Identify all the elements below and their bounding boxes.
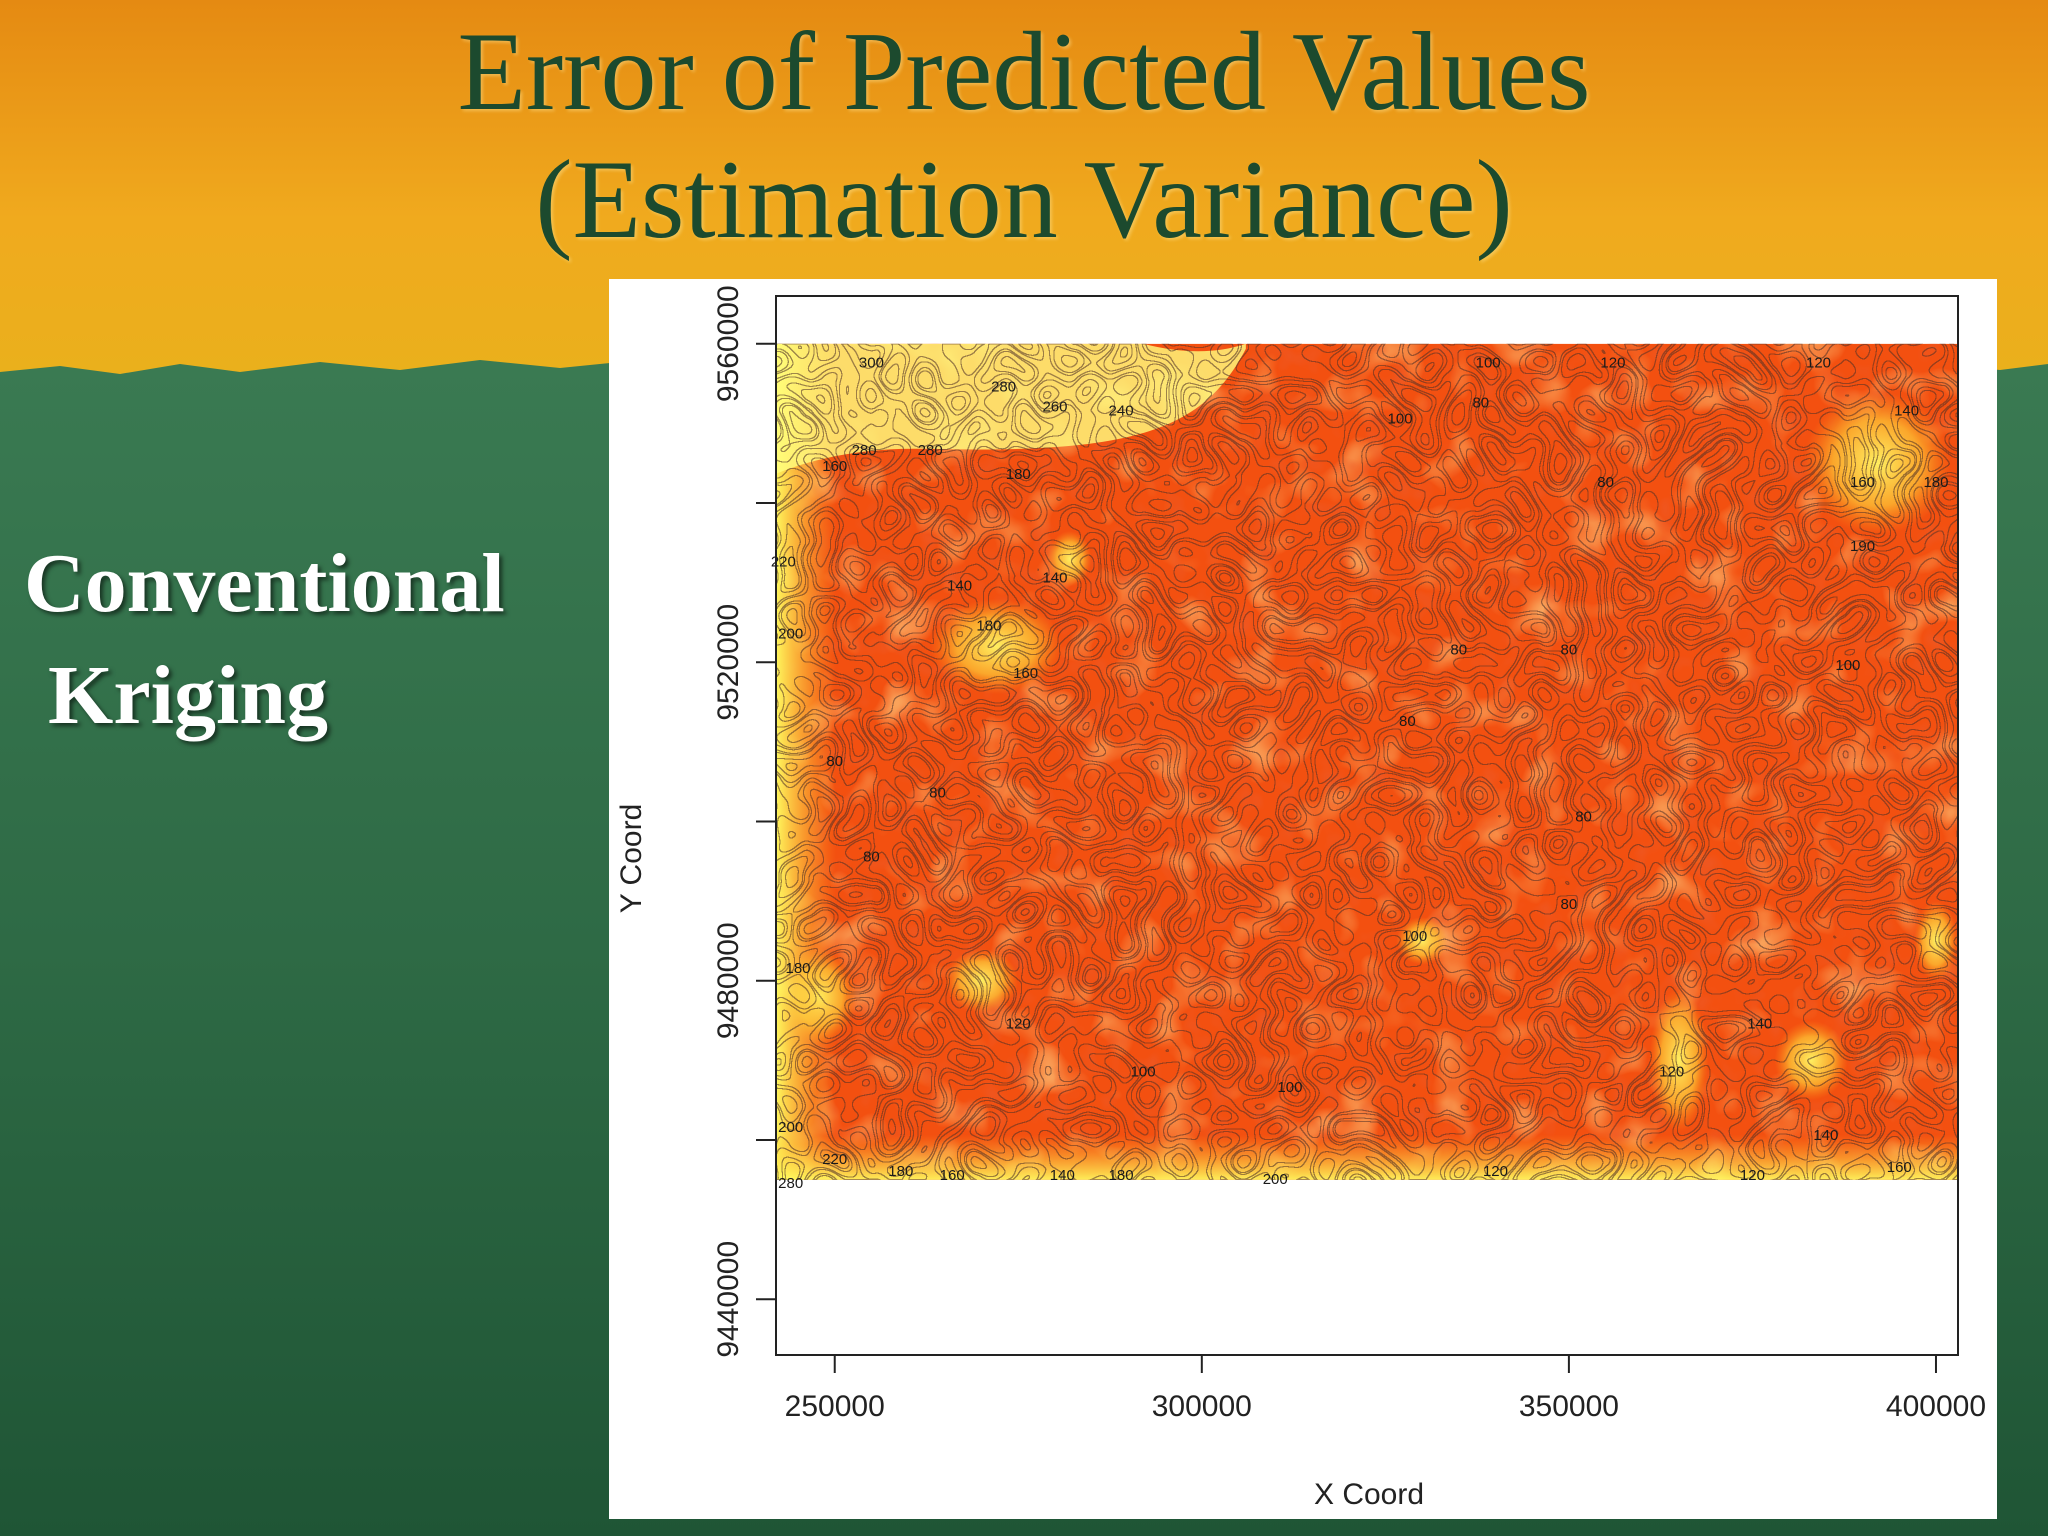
y-tick-label: 9520000 xyxy=(712,604,745,721)
contour-label: 180 xyxy=(976,617,1001,634)
contour-label: 180 xyxy=(1923,474,1948,491)
y-tick-label: 9480000 xyxy=(712,922,745,1039)
contour-label: 80 xyxy=(1575,809,1592,826)
x-tick-label: 350000 xyxy=(1519,1390,1619,1423)
contour-label: 100 xyxy=(1388,410,1413,427)
contour-label: 120 xyxy=(1806,355,1831,372)
y-tick-label: 9440000 xyxy=(712,1241,745,1358)
contour-label: 180 xyxy=(786,960,811,977)
y-axis: 9440000 9480000 9520000 9560000 xyxy=(712,285,776,1358)
contour-lines xyxy=(776,343,1958,1180)
contour-label: 80 xyxy=(1561,896,1578,913)
contour-label: 100 xyxy=(1476,355,1501,372)
contour-label: 200 xyxy=(778,1119,803,1136)
contour-label: 80 xyxy=(826,753,843,770)
contour-label: 140 xyxy=(1747,1016,1772,1033)
x-tick-label: 400000 xyxy=(1886,1390,1986,1423)
contour-label: 80 xyxy=(1561,641,1578,658)
contour-label: 120 xyxy=(1483,1163,1508,1180)
contour-label: 140 xyxy=(1813,1127,1838,1144)
contour-plot: 300 280 260 240 280 280 160 180 140 180 160 140 220 2… xyxy=(615,285,1986,1511)
contour-label: 160 xyxy=(1850,474,1875,491)
contour-label: 240 xyxy=(1109,402,1134,419)
contour-label: 190 xyxy=(1850,538,1875,555)
x-tick-label: 250000 xyxy=(785,1390,885,1423)
contour-label: 220 xyxy=(771,554,796,571)
contour-label: 140 xyxy=(1042,570,1067,587)
contour-label: 140 xyxy=(947,578,972,595)
method-heading-line-2: Kriging xyxy=(48,649,329,742)
x-axis: 250000 300000 350000 400000 xyxy=(785,1355,1986,1423)
contour-label: 140 xyxy=(1894,402,1919,419)
contour-label: 160 xyxy=(940,1167,965,1184)
x-axis-label: X Coord xyxy=(1314,1478,1424,1511)
y-axis-label: Y Coord xyxy=(615,804,648,914)
title-line-1: Error of Predicted Values xyxy=(457,10,1591,134)
contour-label: 80 xyxy=(929,785,946,802)
contour-label: 160 xyxy=(1013,665,1038,682)
contour-labels: 300 280 260 240 280 280 160 180 140 180 160 140 220 2… xyxy=(771,355,1949,1192)
contour-label: 180 xyxy=(1109,1167,1134,1184)
contour-label: 120 xyxy=(1659,1063,1684,1080)
contour-label: 80 xyxy=(1597,474,1614,491)
contour-label: 120 xyxy=(1600,355,1625,372)
chart-panel: 300 280 260 240 280 280 160 180 140 180 160 140 220 2… xyxy=(609,279,1997,1519)
contour-label: 120 xyxy=(1006,1016,1031,1033)
estimation-variance-field xyxy=(776,343,1958,1180)
contour-label: 280 xyxy=(991,379,1016,396)
title-line-2: (Estimation Variance) xyxy=(535,138,1513,262)
contour-label: 180 xyxy=(1006,466,1031,483)
contour-label: 100 xyxy=(1277,1079,1302,1096)
contour-label: 80 xyxy=(1450,641,1467,658)
contour-label: 80 xyxy=(1472,394,1489,411)
contour-label: 80 xyxy=(863,848,880,865)
contour-label: 200 xyxy=(778,625,803,642)
contour-label: 80 xyxy=(1399,713,1416,730)
contour-label: 300 xyxy=(859,355,884,372)
slide-title: Error of Predicted Values (Estimation Va… xyxy=(0,8,2048,264)
plot-frame xyxy=(775,295,1959,1356)
x-tick-label: 300000 xyxy=(1152,1390,1252,1423)
contour-label: 100 xyxy=(1835,657,1860,674)
contour-label: 160 xyxy=(822,458,847,475)
contour-label: 140 xyxy=(1050,1167,1075,1184)
method-heading-line-1: Conventional xyxy=(24,537,505,630)
contour-label: 160 xyxy=(1887,1159,1912,1176)
contour-label: 280 xyxy=(918,442,943,459)
contour-label: 100 xyxy=(1131,1063,1156,1080)
contour-label: 280 xyxy=(852,442,877,459)
contour-label: 100 xyxy=(1402,928,1427,945)
contour-label: 180 xyxy=(888,1163,913,1180)
contour-label: 260 xyxy=(1042,398,1067,415)
contour-label: 280 xyxy=(778,1175,803,1192)
method-heading: Conventional Kriging xyxy=(24,528,584,752)
contour-label: 220 xyxy=(822,1151,847,1168)
contour-label: 120 xyxy=(1740,1167,1765,1184)
contour-label: 200 xyxy=(1263,1171,1288,1188)
y-tick-label: 9560000 xyxy=(712,285,745,402)
